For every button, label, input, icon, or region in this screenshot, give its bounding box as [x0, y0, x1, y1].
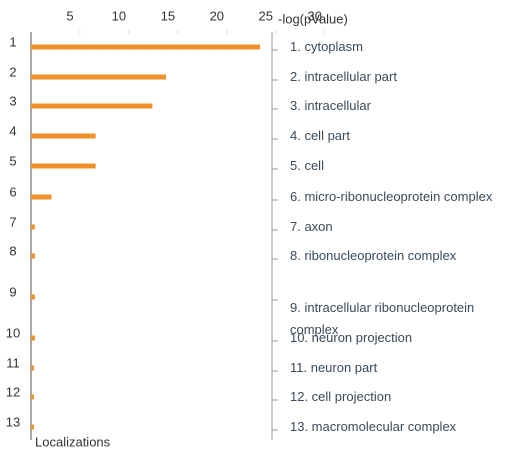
category-label: 12. cell projection [290, 389, 392, 404]
x-tick-label: 30 [307, 8, 321, 23]
y-axis-title: Localizations [35, 434, 111, 449]
category-label: 3. intracellular [290, 98, 371, 113]
category-label: 4. cell part [290, 128, 350, 143]
row-number: 9 [9, 284, 16, 299]
row-number: 2 [9, 64, 16, 79]
x-tick-label: 10 [112, 8, 126, 23]
bar [31, 335, 35, 341]
bar [31, 194, 52, 200]
row-number: 5 [9, 153, 16, 168]
x-tick-label: 20 [210, 8, 224, 23]
bar [31, 294, 35, 300]
bar [31, 163, 96, 169]
row-number: 1 [9, 34, 16, 49]
category-label: 1. cytoplasm [290, 39, 363, 54]
row-number: 13 [6, 414, 20, 429]
category-label: 11. neuron part [290, 360, 378, 375]
category-label: 2. intracellular part [290, 69, 397, 84]
bar [31, 103, 153, 109]
bar [31, 253, 35, 259]
bar [31, 394, 34, 400]
category-label: 8. ribonucleoprotein complex [290, 248, 457, 263]
bar [31, 365, 34, 371]
category-label: 7. axon [290, 219, 333, 234]
row-number: 4 [9, 123, 16, 138]
bar [31, 133, 96, 139]
x-tick-label: 15 [161, 8, 175, 23]
bar [31, 424, 34, 430]
bar [31, 74, 167, 80]
row-number: 6 [9, 184, 16, 199]
row-number: 3 [9, 93, 16, 108]
category-label: 13. macromolecular complex [290, 419, 457, 434]
row-number: 11 [6, 355, 20, 370]
row-number: 8 [9, 243, 16, 258]
row-number: 10 [6, 325, 20, 340]
category-label: 9. intracellular ribonucleoprotein compl… [290, 300, 475, 337]
x-axis-title: -log(pValue) [278, 11, 348, 26]
bar [31, 44, 261, 50]
category-label: 5. cell [290, 158, 324, 173]
row-number: 7 [9, 214, 16, 229]
x-tick-label: 25 [259, 8, 273, 23]
category-label: 10. neuron projection [290, 330, 413, 345]
category-label: 6. micro-ribonucleoprotein complex [290, 189, 493, 204]
x-tick-label: 5 [66, 8, 73, 23]
row-number: 12 [6, 384, 20, 399]
bar [31, 224, 35, 230]
